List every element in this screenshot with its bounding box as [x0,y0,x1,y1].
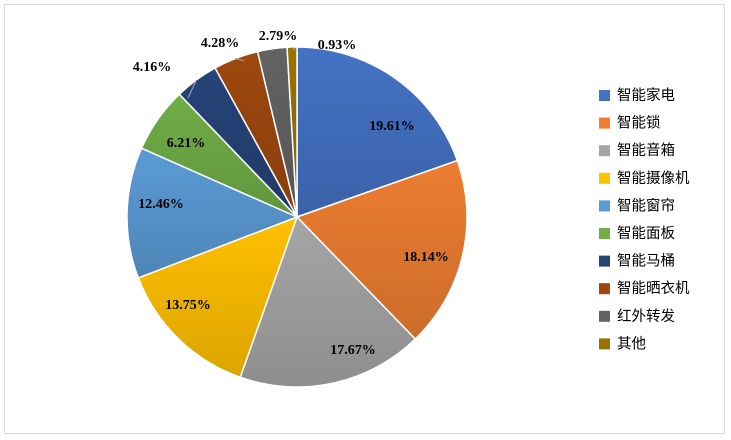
data-label-9: 2.79% [259,29,298,44]
legend-swatch-8 [599,283,610,295]
legend-label-6: 智能面板 [617,224,675,242]
data-label-1: 19.61% [369,119,415,134]
legend-swatch-6 [599,228,610,239]
legend-label-8: 智能晒衣机 [617,280,690,297]
legend-swatch-2 [599,117,610,129]
pie-slice-2 [295,159,468,341]
legend-label-9: 红外转发 [617,308,675,325]
data-label-7: 4.16% [133,60,172,75]
legend-swatch-10 [599,338,610,350]
leader-lines [187,46,298,99]
legend-label-1: 智能家电 [617,87,675,104]
pie-slice-3 [239,215,417,388]
legend-label-5: 智能窗帘 [617,196,675,214]
legend-label-10: 其他 [617,335,646,352]
legend-swatch-1 [599,90,610,101]
data-label-2: 18.14% [403,250,449,265]
legend-label-4: 智能摄像机 [617,170,690,187]
data-label-4: 13.75% [165,298,211,313]
data-label-5: 12.46% [138,197,184,212]
legend-label-3: 智能音箱 [617,142,675,159]
legend-swatch-7 [599,255,610,267]
data-label-3: 17.67% [330,343,376,358]
legend-label-2: 智能锁 [617,115,661,132]
data-label-10: 0.93% [318,38,357,53]
legend-swatch-3 [599,145,610,157]
data-labels: 19.61% 18.14% 17.67% 13.75% 12.46% 6.21% 4.16%… [133,29,449,358]
data-label-6: 6.21% [167,136,206,151]
pie-slice-5 [126,147,299,279]
legend-label-7: 智能马桶 [617,253,675,270]
leader-line-7 [187,79,197,99]
legend-swatch-9 [599,310,610,322]
pie-slice-4 [137,215,299,379]
legend-swatch-4 [599,172,610,184]
leader-line-10 [291,46,298,52]
leader-line-8 [235,57,245,62]
data-label-8: 4.28% [201,36,240,51]
pie-slices [126,46,468,388]
legend-swatch-5 [599,200,610,212]
